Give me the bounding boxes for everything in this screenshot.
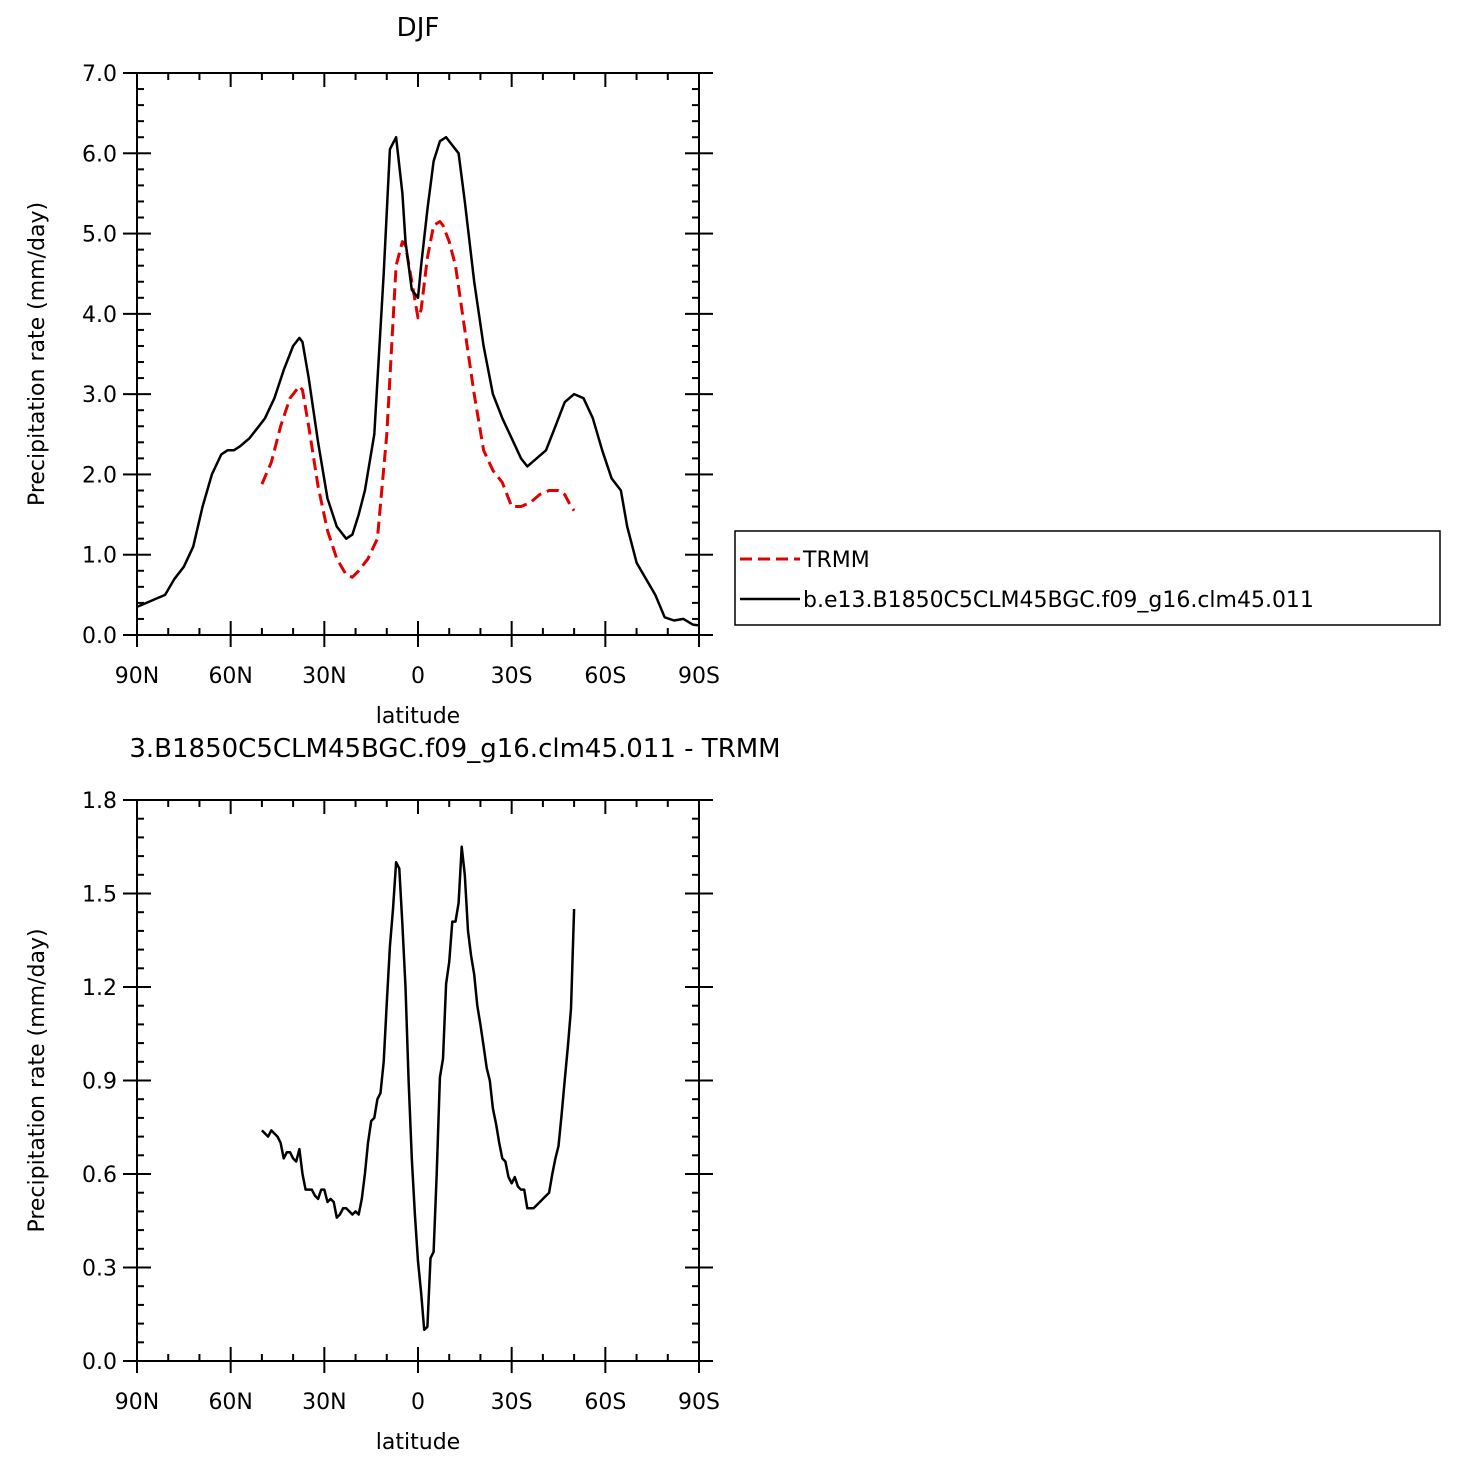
legend-label: TRMM	[802, 548, 870, 573]
y-tick-label: 3.0	[82, 383, 117, 408]
y-tick-label: 2.0	[82, 463, 117, 488]
y-tick-label: 1.0	[82, 544, 117, 569]
series-line-model	[261, 845, 576, 1332]
x-tick-label: 90N	[115, 1390, 159, 1415]
series-line-trmm	[260, 220, 576, 579]
x-tick-label: 30N	[302, 664, 346, 689]
legend-label: b.e13.B1850C5CLM45BGC.f09_g16.clm45.011	[803, 588, 1314, 613]
chart-title: DJF	[397, 13, 440, 43]
x-tick-label: 90S	[678, 664, 720, 689]
y-tick-label: 7.0	[82, 62, 117, 87]
x-tick-label: 0	[411, 664, 425, 689]
x-tick-label: 30N	[302, 1390, 346, 1415]
plot-frame	[136, 72, 700, 636]
legend-box	[734, 530, 1441, 626]
y-tick-label: 0.0	[82, 1350, 117, 1375]
x-tick-label: 60S	[584, 1390, 626, 1415]
y-tick-label: 0.3	[82, 1257, 117, 1282]
y-axis-label: Precipitation rate (mm/day)	[25, 202, 50, 506]
series-line-model	[136, 135, 700, 627]
x-axis-label: latitude	[376, 1430, 460, 1455]
y-tick-label: 1.2	[82, 976, 117, 1001]
x-tick-label: 60N	[208, 1390, 252, 1415]
bottom-panel: 3.B1850C5CLM45BGC.f09_g16.clm45.011 - TR…	[25, 734, 781, 1455]
x-tick-label: 90S	[678, 1390, 720, 1415]
x-tick-label: 0	[411, 1390, 425, 1415]
x-tick-label: 30S	[491, 1390, 533, 1415]
x-tick-label: 90N	[115, 664, 159, 689]
top-panel: DJF 90N 60N 30N 0 30S 60S 90S 0.0 1.0 2.0 3.0 4.0 5.0…	[25, 13, 720, 729]
plot-frame	[136, 799, 700, 1362]
x-axis-label: latitude	[376, 704, 460, 729]
x-tick-label: 60S	[584, 664, 626, 689]
legend: TRMM b.e13.B1850C5CLM45BGC.f09_g16.clm45.…	[734, 530, 1441, 626]
y-tick-label: 6.0	[82, 142, 117, 167]
y-tick-label: 0.0	[82, 624, 117, 649]
chart-title: 3.B1850C5CLM45BGC.f09_g16.clm45.011 - TR…	[129, 734, 780, 764]
x-tick-label: 30S	[491, 664, 533, 689]
y-tick-label: 4.0	[82, 303, 117, 328]
y-axis-label: Precipitation rate (mm/day)	[25, 928, 50, 1232]
y-tick-label: 0.6	[82, 1163, 117, 1188]
y-tick-label: 0.9	[82, 1070, 117, 1095]
y-tick-label: 1.8	[82, 789, 117, 814]
x-tick-label: 60N	[208, 664, 252, 689]
y-tick-label: 1.5	[82, 883, 117, 908]
y-tick-label: 5.0	[82, 223, 117, 248]
